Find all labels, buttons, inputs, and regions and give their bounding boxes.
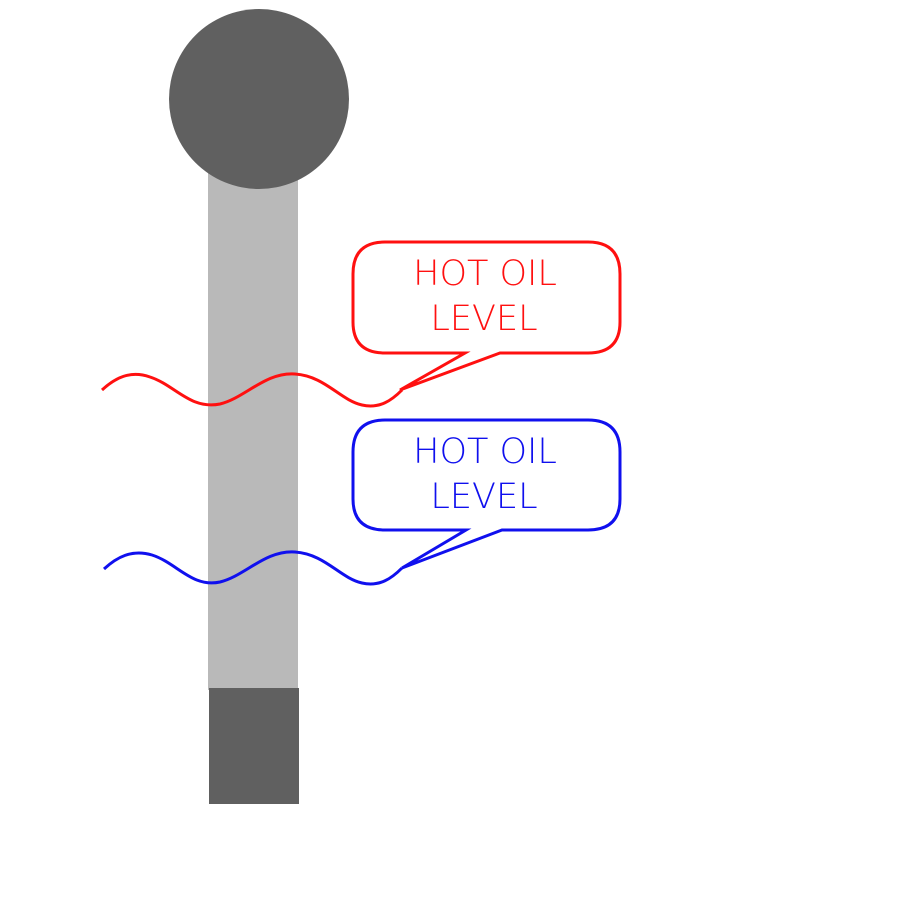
callout-label-lower-line2: LEVEL: [430, 477, 537, 517]
callout-label-lower-line1: HOT OIL: [413, 432, 557, 472]
hot-oil-level-upper: HOT OIL LEVEL: [100, 240, 622, 408]
dipstick: [169, 9, 349, 804]
oil-level-wave-lower: [102, 550, 404, 586]
callout-bubble-upper: [351, 240, 622, 392]
hot-oil-level-lower: HOT OIL LEVEL: [102, 418, 622, 586]
dipstick-handle: [169, 9, 349, 189]
dipstick-shaft: [208, 150, 298, 690]
callout-label-upper-line2: LEVEL: [430, 299, 537, 339]
dipstick-tip: [209, 688, 299, 804]
oil-level-wave-upper: [100, 372, 404, 408]
callout-label-upper-line1: HOT OIL: [413, 254, 557, 294]
callout-bubble-lower: [351, 418, 622, 570]
